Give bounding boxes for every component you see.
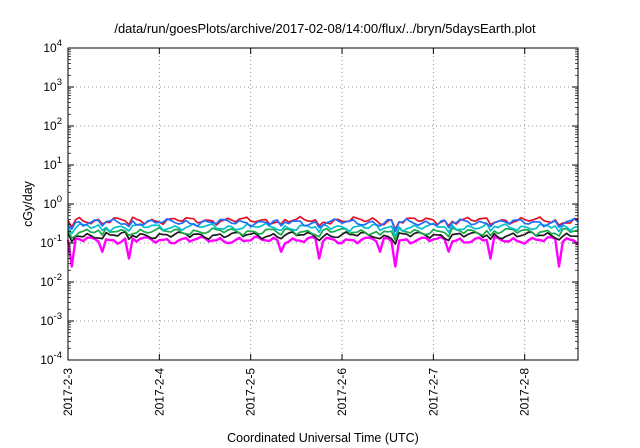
- series-layer: [66, 215, 579, 268]
- grid: [68, 48, 578, 360]
- y-tick-exponent: 0: [57, 194, 62, 205]
- y-axis-label: cGy/day: [21, 180, 35, 227]
- x-tick-label: 2017-2-4: [152, 368, 166, 416]
- y-tick-label: 10-2: [40, 272, 62, 289]
- x-tick-label: 2017-2-7: [426, 368, 440, 416]
- y-tick-label: 101: [43, 155, 62, 172]
- y-tick-base: 10: [40, 275, 54, 289]
- series-line-0: [66, 235, 579, 268]
- y-tick-base: 10: [43, 158, 57, 172]
- y-tick-exponent: 1: [57, 155, 62, 166]
- series-line-5: [67, 217, 579, 233]
- y-tick-exponent: 4: [57, 38, 62, 49]
- y-tick-label: 103: [43, 77, 62, 94]
- x-axis-label: Coordinated Universal Time (UTC): [227, 431, 419, 445]
- x-tick-label: 2017-2-5: [244, 368, 258, 416]
- y-tick-base: 10: [40, 236, 54, 250]
- y-tick-base: 10: [43, 197, 57, 211]
- series-line-2: [67, 226, 579, 242]
- y-tick-base: 10: [43, 119, 57, 133]
- y-tick-base: 10: [40, 353, 54, 367]
- series-line-1: [67, 230, 579, 245]
- y-tick-label: 10-3: [40, 311, 62, 328]
- y-tick-exponent: -4: [54, 350, 62, 361]
- y-tick-label: 100: [43, 194, 62, 211]
- x-tick-label: 2017-2-3: [61, 368, 75, 416]
- y-tick-base: 10: [43, 80, 57, 94]
- y-tick-label: 10-1: [40, 233, 62, 250]
- y-tick-base: 10: [43, 41, 57, 55]
- y-tick-exponent: -3: [54, 311, 62, 322]
- y-tick-exponent: 2: [57, 116, 62, 127]
- y-tick-exponent: -2: [54, 272, 62, 283]
- y-tick-label: 10-4: [40, 350, 62, 367]
- y-tick-label: 102: [43, 116, 62, 133]
- x-axis: 2017-2-3 2017-2-4 2017-2-5 2017-2-6 2017-2-7…: [61, 48, 532, 416]
- x-tick-label: 2017-2-6: [335, 368, 349, 416]
- y-tick-base: 10: [40, 314, 54, 328]
- x-tick-label: 2017-2-8: [518, 368, 532, 416]
- y-tick-exponent: -1: [54, 233, 62, 244]
- chart-title: /data/run/goesPlots/archive/2017-02-08/1…: [114, 21, 536, 36]
- y-tick-label: 104: [43, 38, 62, 55]
- y-tick-exponent: 3: [57, 77, 62, 88]
